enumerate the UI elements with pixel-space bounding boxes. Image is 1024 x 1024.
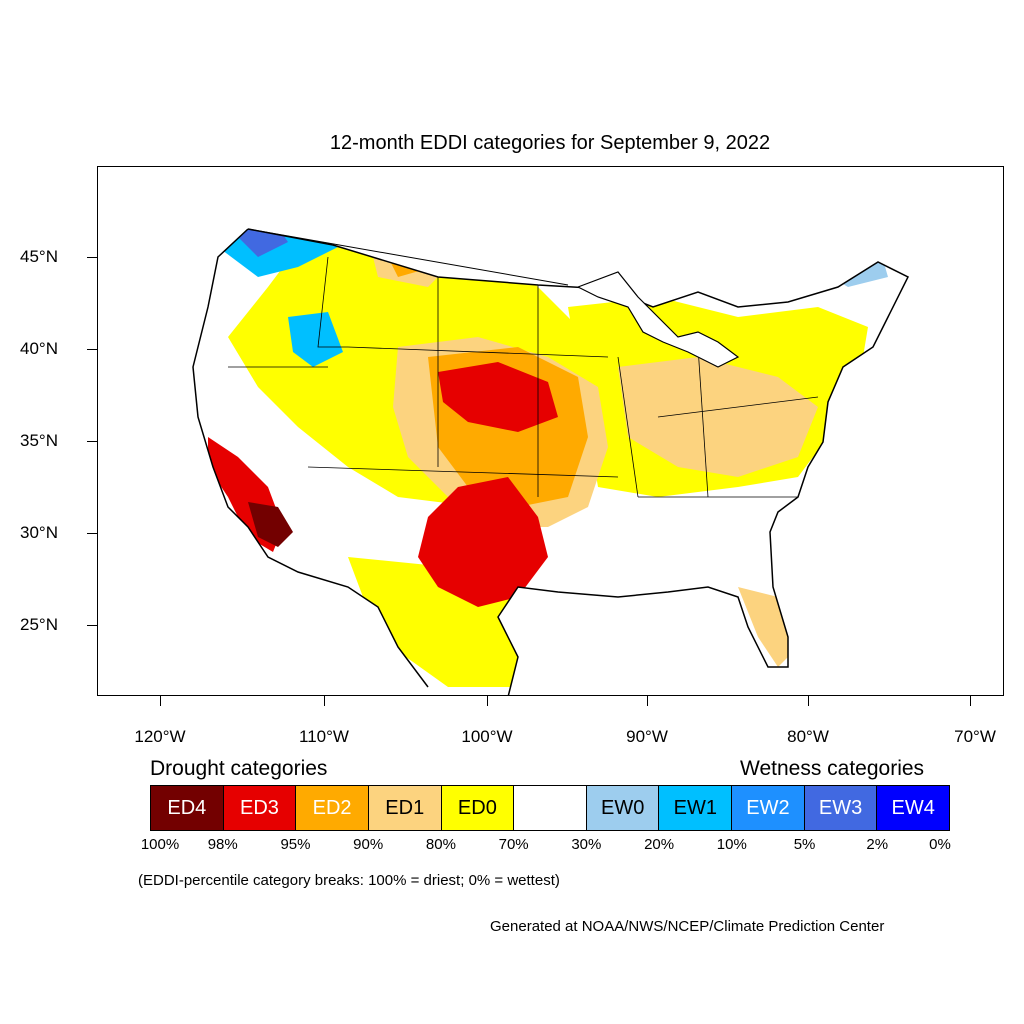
lat-tick: [87, 349, 97, 350]
legend-category-ew2: EW2: [732, 786, 805, 830]
map-frame: [97, 166, 1004, 696]
legend-category-ed4: ED4: [151, 786, 224, 830]
lat-tick: [87, 441, 97, 442]
lon-tick: [808, 696, 809, 706]
legend-category-neutral: [514, 786, 587, 830]
lat-label: 35°N: [20, 431, 58, 450]
legend-category-ew0: EW0: [586, 786, 660, 830]
lon-tick: [487, 696, 488, 706]
ew1-mn: [478, 229, 558, 267]
lat-label: 30°N: [20, 523, 58, 542]
wetness-heading: Wetness categories: [740, 757, 925, 780]
lat-label: 25°N: [20, 615, 58, 634]
category-note: (EDDI-percentile category breaks: 100% =…: [138, 872, 560, 889]
legend-category-ew4: EW4: [877, 786, 950, 830]
lat-tick: [87, 533, 97, 534]
lon-tick: [160, 696, 161, 706]
legend-category-ed3: ED3: [223, 786, 297, 830]
eddi-map: [192, 228, 910, 695]
legend-category-ed2: ED2: [296, 786, 369, 830]
lon-label: 110°W: [299, 727, 349, 746]
percent-break: 20%: [644, 836, 675, 853]
great-lakes: [576, 271, 740, 368]
conus-outline: [192, 228, 910, 695]
legend-category-ed1: ED1: [368, 786, 442, 830]
ed3-texas: [418, 477, 548, 607]
ew-idaho: [288, 312, 343, 367]
lon-label: 90°W: [626, 727, 668, 746]
ew0-mn: [458, 229, 588, 277]
legend-category-ew3: EW3: [804, 786, 878, 830]
lon-tick: [970, 696, 971, 706]
lon-tick: [647, 696, 648, 706]
percent-break: 30%: [571, 836, 602, 853]
percent-break: 0%: [929, 836, 951, 853]
percent-break: 90%: [353, 836, 384, 853]
percent-break: 2%: [866, 836, 889, 853]
percent-break: 95%: [280, 836, 311, 853]
ed1-east: [618, 357, 818, 477]
lon-label: 70°W: [954, 727, 996, 746]
lat-tick: [87, 625, 97, 626]
drought-heading: Drought categories: [150, 757, 328, 780]
percent-break: 70%: [498, 836, 529, 853]
lat-tick: [87, 257, 97, 258]
lon-tick: [324, 696, 325, 706]
lon-label: 80°W: [787, 727, 829, 746]
map-title: 12-month EDDI categories for September 9…: [329, 132, 771, 154]
legend-category-ew1: EW1: [659, 786, 733, 830]
percent-break: 98%: [207, 836, 238, 853]
lon-label: 100°W: [461, 727, 513, 746]
percent-break: 10%: [716, 836, 747, 853]
canada-border: [247, 228, 569, 286]
percent-break: 5%: [793, 836, 816, 853]
ed4-southwest: [248, 502, 293, 547]
credit-text: Generated at NOAA/NWS/NCEP/Climate Predi…: [490, 918, 885, 935]
legend-category-ed0: ED0: [441, 786, 515, 830]
lon-label: 120°W: [134, 727, 186, 746]
ed3-nebraska: [438, 362, 558, 432]
percent-break: 80%: [425, 836, 456, 853]
legend-bar: ED4 ED3 ED2 ED1 ED0 EW0 EW1 EW2 EW3 EW4: [150, 785, 950, 831]
ed1-florida: [738, 587, 798, 667]
state-borders: [228, 256, 819, 498]
lat-label: 40°N: [20, 339, 58, 358]
percent-break: 100%: [140, 836, 180, 853]
lat-label: 45°N: [20, 247, 58, 266]
